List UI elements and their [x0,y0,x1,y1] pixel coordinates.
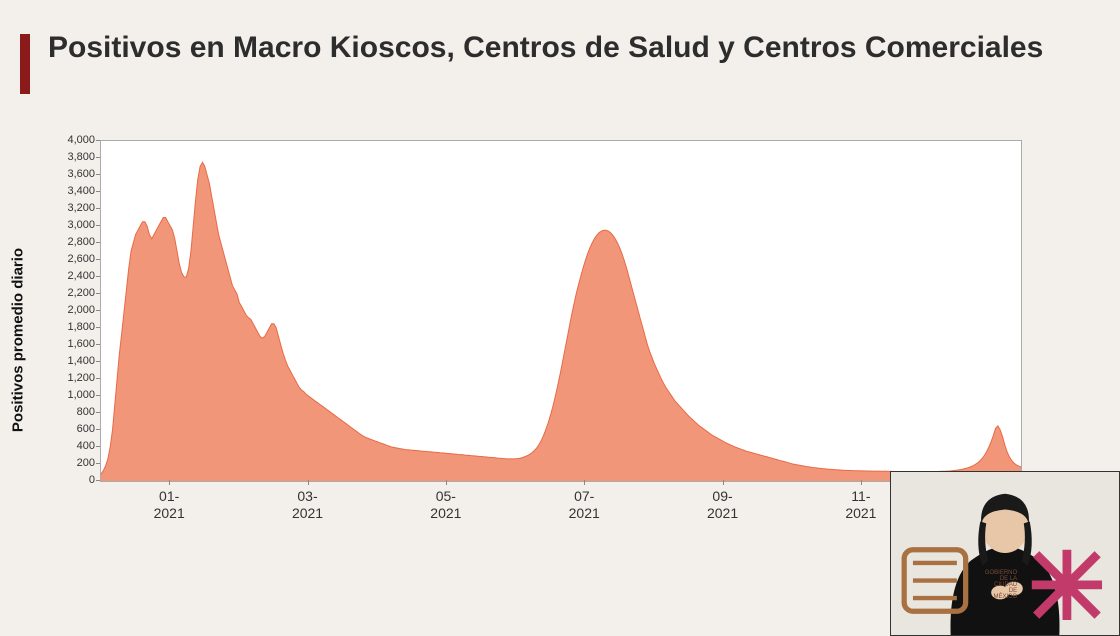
ytick-mark [96,225,100,226]
cdmx-logo-icon [1023,541,1111,629]
ytick-mark [96,293,100,294]
gov-logo-corner: GOBIERNO DE LA CIUDAD DE MÉXICO [891,541,1111,629]
ytick-mark [96,480,100,481]
xtick-label: 09-2021 [707,488,738,522]
ytick-mark [96,429,100,430]
ytick-mark [96,276,100,277]
ytick-mark [96,412,100,413]
ytick-label: 2,200 [55,287,95,299]
ytick-mark [96,463,100,464]
ytick-label: 600 [55,423,95,435]
ytick-mark [96,242,100,243]
xtick-label: 05-2021 [430,488,461,522]
ytick-label: 1,600 [55,338,95,350]
ytick-label: 200 [55,457,95,469]
ytick-label: 2,800 [55,236,95,248]
ytick-mark [96,344,100,345]
xtick-mark [584,480,585,485]
ytick-label: 3,000 [55,219,95,231]
xtick-label: 11-2021 [845,488,876,522]
xtick-label: 07-2021 [569,488,600,522]
title-row: Positivos en Macro Kioscos, Centros de S… [20,30,1090,94]
ytick-label: 800 [55,406,95,418]
ytick-label: 1,000 [55,389,95,401]
sign-language-interpreter-box: GOBIERNO DE LA CIUDAD DE MÉXICO [890,471,1120,636]
ytick-label: 3,800 [55,151,95,163]
xtick-label: 03-2021 [292,488,323,522]
gov-text-bottom: CIUDAD DE MÉXICO [985,582,1017,600]
ytick-mark [96,191,100,192]
ytick-mark [96,378,100,379]
coat-of-arms-icon [891,541,979,629]
chart-container: Positivos promedio diario 02004006008001… [30,140,1030,540]
ytick-mark [96,259,100,260]
plot-area [100,140,1022,482]
ytick-mark [96,327,100,328]
ytick-label: 0 [55,474,95,486]
ytick-label: 1,200 [55,372,95,384]
ytick-mark [96,310,100,311]
xtick-mark [446,480,447,485]
gov-text: GOBIERNO DE LA CIUDAD DE MÉXICO [985,570,1017,600]
ytick-label: 3,400 [55,185,95,197]
ytick-label: 400 [55,440,95,452]
area-fill [101,162,1021,481]
ytick-label: 3,200 [55,202,95,214]
ytick-mark [96,140,100,141]
gov-text-top: GOBIERNO DE LA [985,570,1017,582]
xtick-mark [861,480,862,485]
ytick-mark [96,446,100,447]
ytick-mark [96,395,100,396]
ytick-label: 3,600 [55,168,95,180]
area-chart-svg [101,141,1021,481]
xtick-label: 01-2021 [154,488,185,522]
ytick-label: 2,600 [55,253,95,265]
ytick-label: 4,000 [55,134,95,146]
ytick-mark [96,208,100,209]
ytick-label: 2,000 [55,304,95,316]
title-accent-bar [20,34,30,94]
ytick-mark [96,157,100,158]
xtick-mark [308,480,309,485]
ytick-label: 1,800 [55,321,95,333]
slide: Positivos en Macro Kioscos, Centros de S… [0,0,1120,636]
xtick-mark [169,480,170,485]
ytick-label: 1,400 [55,355,95,367]
ytick-mark [96,361,100,362]
ytick-label: 2,400 [55,270,95,282]
y-axis-label: Positivos promedio diario [10,248,27,432]
ytick-mark [96,174,100,175]
xtick-mark [723,480,724,485]
page-title: Positivos en Macro Kioscos, Centros de S… [48,30,1043,66]
